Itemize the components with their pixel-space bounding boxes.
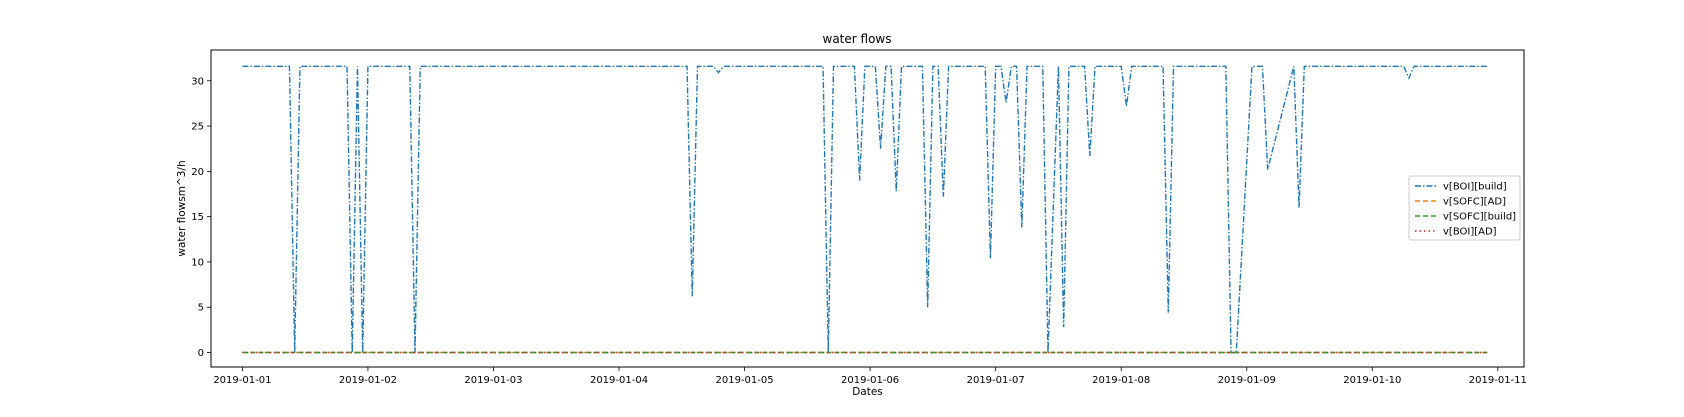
x-tick-label: 2019-01-09 (1218, 375, 1276, 386)
y-tick-label: 5 (198, 303, 204, 314)
x-tick-label: 2019-01-01 (213, 375, 271, 386)
y-tick-label: 15 (191, 212, 204, 223)
x-tick-label: 2019-01-07 (967, 375, 1025, 386)
legend-label: v[BOI][build] (1443, 182, 1507, 193)
y-tick-label: 20 (191, 167, 204, 178)
y-tick-label: 30 (191, 76, 204, 87)
legend-label: v[SOFC][AD] (1443, 197, 1506, 208)
x-tick-label: 2019-01-06 (841, 375, 899, 386)
series-line-0 (242, 65, 1488, 354)
legend-items: v[BOI][build] v[SOFC][AD] v[SOFC][build] v[… (1415, 182, 1516, 238)
legend: v[BOI][build] v[SOFC][AD] v[SOFC][build] v[… (1408, 175, 1521, 241)
x-tick-label: 2019-01-11 (1469, 375, 1527, 386)
x-axis-label: Dates (852, 386, 883, 398)
plot-frame (210, 49, 1525, 368)
y-axis-label: water flowsm^3/h (176, 160, 188, 256)
x-tick-label: 2019-01-04 (590, 375, 648, 386)
legend-label: v[SOFC][build] (1443, 212, 1516, 223)
chart-title: water flows (823, 32, 892, 46)
y-tick-label: 25 (191, 122, 204, 133)
y-tick-label: 10 (191, 257, 204, 268)
y-tick-label: 0 (198, 348, 204, 359)
y-axis: 0 5 10 15 20 25 30 (191, 76, 211, 359)
x-tick-label: 2019-01-05 (716, 375, 774, 386)
x-axis: 2019-01-01 2019-01-02 2019-01-03 2019-01-04… (213, 367, 1527, 386)
x-tick-label: 2019-01-02 (339, 375, 397, 386)
x-tick-label: 2019-01-03 (464, 375, 522, 386)
series-layer (242, 65, 1488, 354)
legend-label: v[BOI][AD] (1443, 227, 1497, 238)
legend-frame (1408, 175, 1521, 241)
x-tick-label: 2019-01-08 (1092, 375, 1150, 386)
x-tick-label: 2019-01-10 (1343, 375, 1401, 386)
